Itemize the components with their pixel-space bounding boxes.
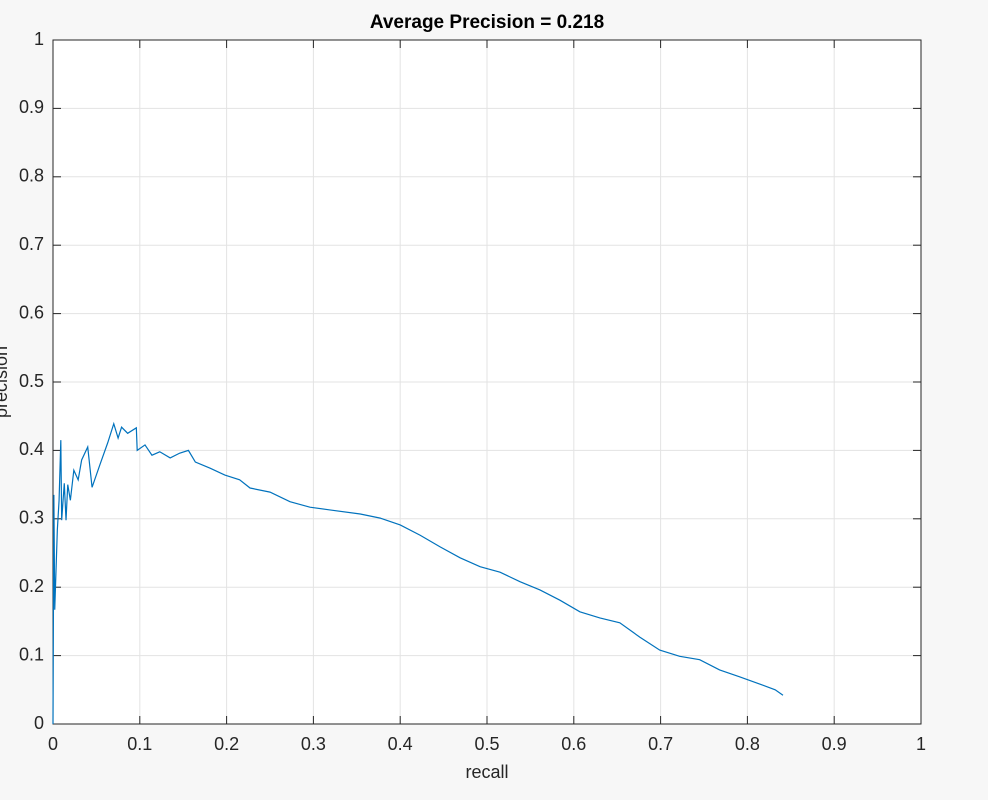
y-tick-label: 0: [34, 713, 44, 733]
x-tick-label: 0.4: [388, 734, 413, 754]
y-axis-label: precision: [0, 346, 11, 418]
x-tick-label: 0.8: [735, 734, 760, 754]
x-tick-label: 0.3: [301, 734, 326, 754]
y-tick-label: 1: [34, 29, 44, 49]
x-tick-label: 0.7: [648, 734, 673, 754]
y-tick-label: 0.5: [19, 371, 44, 391]
x-tick-label: 0.6: [561, 734, 586, 754]
chart-title: Average Precision = 0.218: [370, 12, 604, 33]
y-tick-label: 0.8: [19, 166, 44, 186]
y-tick-label: 0.6: [19, 302, 44, 322]
y-tick-label: 0.1: [19, 644, 44, 664]
x-axis-label: recall: [465, 762, 508, 782]
x-tick-label: 0.1: [127, 734, 152, 754]
pr-curve: [52, 421, 784, 725]
x-tick-label: 0.2: [214, 734, 239, 754]
x-tick-label: 1: [916, 734, 926, 754]
y-tick-label: 0.7: [19, 234, 44, 254]
y-tick-label: 0.3: [19, 508, 44, 528]
y-tick-label: 0.2: [19, 576, 44, 596]
x-tick-label: 0.9: [822, 734, 847, 754]
y-tick-label: 0.4: [19, 439, 44, 459]
axes-box: [52, 39, 922, 725]
x-tick-label: 0.5: [474, 734, 499, 754]
x-tick-label: 0: [48, 734, 58, 754]
y-tick-label: 0.9: [19, 97, 44, 117]
